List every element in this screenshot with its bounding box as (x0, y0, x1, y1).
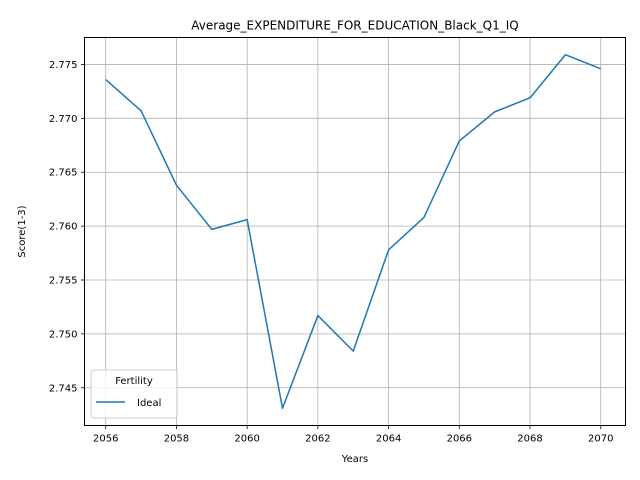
y-tick-label: 2.770 (49, 114, 78, 125)
y-tick-label: 2.755 (49, 276, 78, 287)
y-axis-label: Score(1-3) (17, 205, 28, 257)
x-tick-label: 2066 (447, 434, 472, 445)
x-tick-label: 2064 (376, 434, 401, 445)
y-tick-label: 2.750 (49, 329, 78, 340)
legend-label-ideal: Ideal (137, 398, 161, 409)
y-tick-label: 2.765 (49, 168, 78, 179)
x-axis-label: Years (341, 454, 368, 465)
chart-title: Average_EXPENDITURE_FOR_EDUCATION_Black_… (191, 19, 518, 33)
y-tick-label: 2.760 (49, 222, 78, 233)
y-tick-label: 2.775 (49, 60, 78, 71)
x-tick-label: 2062 (305, 434, 330, 445)
legend: Fertility Ideal (91, 370, 177, 418)
legend-title: Fertility (115, 376, 153, 387)
x-tick-label: 2070 (588, 434, 613, 445)
x-tick-label: 2068 (517, 434, 542, 445)
x-tick-label: 2060 (234, 434, 259, 445)
x-tick-label: 2058 (164, 434, 189, 445)
x-tick-label: 2056 (93, 434, 118, 445)
y-tick-label: 2.745 (49, 383, 78, 394)
